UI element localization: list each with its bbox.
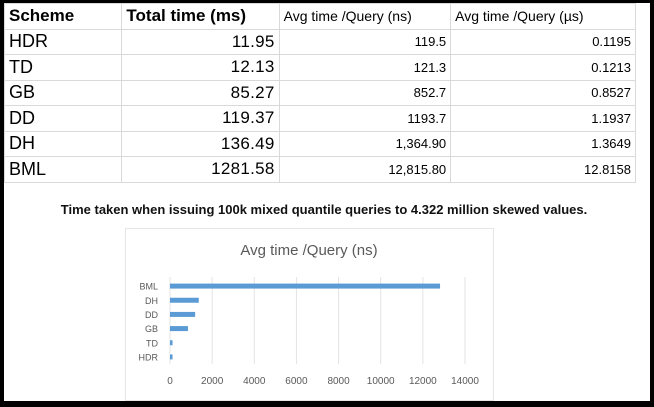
- cell-avg-ns: 1,364.90: [278, 130, 452, 157]
- table-row: HDR 11.95 119.5 0.1195: [3, 28, 636, 55]
- cell-avg-ns: 12,815.80: [278, 156, 452, 183]
- cell-scheme: HDR: [3, 28, 123, 55]
- chart-x-tick-labels: 0 2000 4000 6000 8000 10000 12000 14000: [167, 376, 479, 387]
- table-row: DD 119.37 1193.7 1.1937: [3, 105, 636, 132]
- x-tick-label: 2000: [201, 376, 224, 387]
- table-row: TD 12.13 121.3 0.1213: [3, 54, 636, 81]
- cell-total: 85.27: [121, 79, 280, 106]
- cell-avg-ns: 1193.7: [278, 105, 452, 132]
- cell-total: 136.49: [121, 130, 280, 157]
- header-avg-us: Avg time /Query (µs): [450, 3, 636, 30]
- cell-avg-us: 0.8527: [450, 79, 636, 106]
- bar-chart: Avg time /Query (ns) BML DH DD GB TD HDR 0 200…: [125, 228, 494, 401]
- cell-avg-us: 1.3649: [450, 130, 636, 157]
- header-avg-ns: Avg time /Query (ns): [278, 3, 452, 30]
- cell-total: 119.37: [121, 105, 280, 132]
- category-label: GB: [145, 324, 158, 334]
- cell-total: 11.95: [121, 28, 280, 55]
- chart-title: Avg time /Query (ns): [240, 242, 377, 259]
- cell-avg-us: 1.1937: [450, 105, 636, 132]
- cell-avg-ns: 852.7: [278, 79, 452, 106]
- header-scheme: Scheme: [3, 3, 123, 30]
- category-label: HDR: [139, 352, 159, 362]
- x-tick-label: 4000: [243, 376, 266, 387]
- cell-scheme: BML: [3, 156, 123, 183]
- figure-caption: Time taken when issuing 100k mixed quant…: [60, 202, 588, 217]
- bar-bml: [170, 283, 441, 289]
- results-table: Scheme Total time (ms) Avg time /Query (…: [3, 3, 636, 183]
- category-label: DD: [145, 310, 158, 320]
- bar-hdr: [170, 354, 173, 360]
- table-header-row: Scheme Total time (ms) Avg time /Query (…: [3, 3, 636, 30]
- cell-scheme: DH: [3, 130, 123, 157]
- cell-avg-ns: 121.3: [278, 54, 452, 81]
- cell-scheme: TD: [3, 54, 123, 81]
- category-label: TD: [146, 338, 158, 348]
- x-tick-label: 14000: [451, 376, 479, 387]
- cell-avg-us: 12.8158: [450, 156, 636, 183]
- screenshot-frame: Scheme Total time (ms) Avg time /Query (…: [3, 3, 650, 401]
- category-label: DH: [145, 296, 158, 306]
- bar-dh: [170, 297, 199, 303]
- cell-avg-ns: 119.5: [278, 28, 452, 55]
- chart-gridlines: [169, 277, 466, 364]
- table-row: GB 85.27 852.7 0.8527: [3, 79, 636, 106]
- table-row: DH 136.49 1,364.90 1.3649: [3, 130, 636, 157]
- chart-category-labels: BML DH DD GB TD HDR: [139, 282, 159, 363]
- bar-dd: [170, 311, 196, 317]
- x-tick-label: 10000: [367, 376, 395, 387]
- x-tick-label: 8000: [327, 376, 350, 387]
- bar-td: [170, 340, 173, 346]
- cell-avg-us: 0.1195: [450, 28, 636, 55]
- bar-gb: [170, 326, 188, 332]
- cell-avg-us: 0.1213: [450, 54, 636, 81]
- cell-total: 1281.58: [121, 156, 280, 183]
- bar-chart-svg: Avg time /Query (ns) BML DH DD GB TD HDR 0 200…: [139, 242, 480, 387]
- x-tick-label: 0: [167, 376, 173, 387]
- cell-scheme: GB: [3, 79, 123, 106]
- chart-bars: [170, 283, 441, 360]
- x-tick-label: 12000: [409, 376, 437, 387]
- category-label: BML: [139, 282, 158, 292]
- cell-total: 12.13: [121, 54, 280, 81]
- cell-scheme: DD: [3, 105, 123, 132]
- header-total-time: Total time (ms): [121, 3, 280, 30]
- table-row: BML 1281.58 12,815.80 12.8158: [3, 156, 636, 183]
- x-tick-label: 6000: [285, 376, 308, 387]
